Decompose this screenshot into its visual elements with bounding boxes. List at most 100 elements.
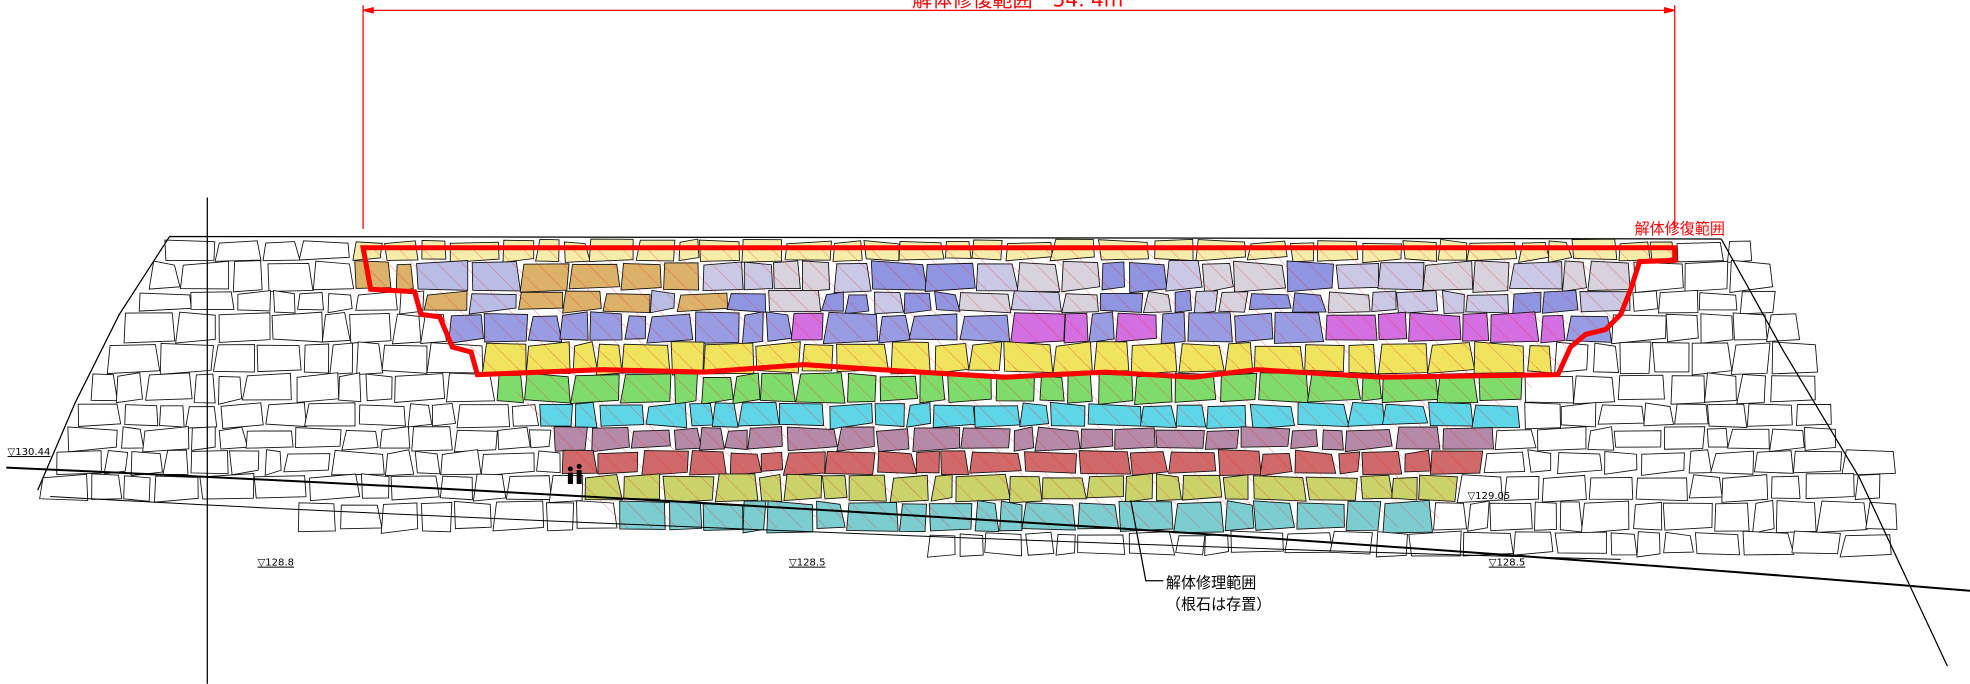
stone [1706, 427, 1729, 448]
stone [407, 403, 433, 428]
stone [1554, 531, 1607, 554]
stone [1651, 342, 1690, 373]
hatch-area [363, 247, 1675, 378]
stone [159, 342, 214, 375]
stone [1537, 426, 1587, 452]
person-icon [567, 463, 582, 484]
stone [1619, 341, 1652, 375]
stone [1688, 449, 1713, 474]
stone [262, 241, 301, 262]
stone [1691, 342, 1733, 376]
stone [1632, 290, 1659, 312]
stone [153, 475, 199, 503]
stone [1769, 428, 1805, 453]
stone [1684, 260, 1729, 293]
stone [218, 426, 249, 450]
stone [327, 293, 353, 314]
stone [1077, 534, 1126, 555]
leader-line [1130, 500, 1164, 582]
stone [340, 504, 383, 530]
repair-range-label: 解体修理範囲 [1166, 574, 1256, 592]
stone [1611, 314, 1667, 345]
stone [331, 449, 385, 476]
stone [1839, 534, 1892, 558]
stone [148, 260, 181, 290]
stone [341, 429, 379, 451]
stone [271, 311, 323, 343]
stone [179, 260, 230, 290]
stone [162, 449, 189, 476]
stone [1698, 292, 1738, 311]
stone [1456, 474, 1503, 504]
stone [1688, 474, 1723, 499]
stone [1587, 426, 1615, 451]
stone [1658, 289, 1699, 314]
stone [39, 473, 89, 501]
stone [1676, 241, 1724, 263]
stone [1175, 535, 1206, 556]
stone [264, 449, 282, 476]
stone [1742, 530, 1795, 556]
stone [1665, 313, 1699, 343]
stone [1617, 374, 1665, 401]
stone [91, 473, 123, 500]
stone [321, 311, 351, 343]
stone [411, 426, 453, 452]
stone [453, 429, 498, 453]
stone [414, 450, 441, 475]
stone [1483, 451, 1526, 474]
stone [228, 450, 260, 476]
stone [1636, 531, 1661, 558]
stone [1816, 500, 1868, 533]
stone [1663, 531, 1694, 554]
stone [1664, 426, 1706, 450]
elevation-mark: ▽128.5 [1489, 558, 1526, 569]
stone [297, 292, 324, 311]
stone [295, 427, 342, 449]
stone [138, 292, 192, 312]
dimension-line [362, 5, 1676, 229]
stone [1727, 428, 1770, 450]
stone [245, 430, 294, 449]
stone [1489, 502, 1533, 532]
ground-line [6, 466, 1970, 592]
stone [1805, 473, 1855, 500]
stone [185, 406, 218, 429]
stone [232, 260, 263, 293]
wall-outline [37, 235, 1948, 667]
stone [1670, 375, 1706, 405]
stone [1771, 475, 1801, 499]
stone [77, 403, 122, 427]
stone [212, 344, 256, 373]
stone [106, 344, 161, 375]
stone [1408, 530, 1462, 557]
stone [1557, 452, 1603, 475]
stone [164, 239, 216, 261]
stone [384, 449, 415, 477]
stone [1795, 403, 1832, 426]
stone [124, 404, 159, 427]
stone [191, 426, 216, 451]
stone [1541, 474, 1587, 503]
stone [1204, 534, 1229, 557]
stone [1766, 313, 1801, 343]
stone [121, 426, 145, 449]
stone [218, 312, 271, 343]
repair-note: （根石は存置） [1166, 596, 1271, 614]
stone [1721, 474, 1769, 503]
stone [1641, 452, 1685, 476]
stone [1704, 372, 1737, 403]
stone [218, 375, 243, 405]
stone [1560, 401, 1597, 428]
stone [1467, 500, 1490, 532]
stone [1635, 477, 1688, 502]
stone [1710, 450, 1755, 475]
stone [1534, 501, 1557, 531]
stone [394, 373, 446, 403]
stone [365, 373, 393, 402]
stone [1729, 259, 1774, 293]
stone [1559, 501, 1584, 533]
stone [1633, 261, 1684, 293]
stone [56, 450, 102, 475]
